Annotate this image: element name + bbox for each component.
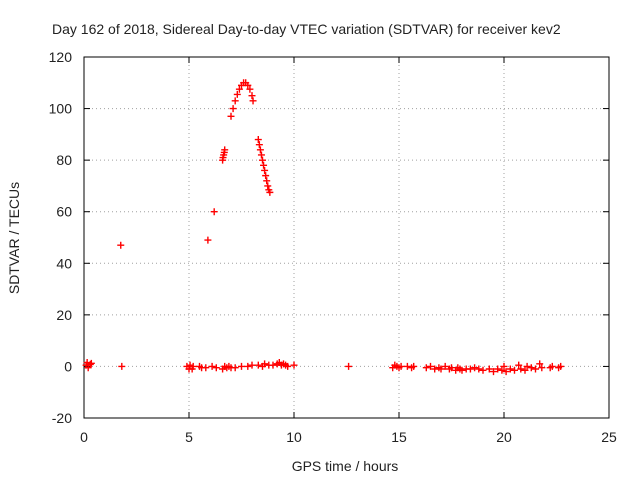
data-point [490, 368, 497, 376]
data-point [557, 362, 565, 370]
data-point [397, 362, 405, 370]
data-point [500, 362, 508, 370]
data-point [235, 85, 243, 93]
x-tick-label: 0 [80, 429, 88, 445]
data-point [345, 362, 353, 370]
data-point [233, 90, 241, 98]
data-point [437, 365, 445, 373]
data-point [248, 361, 256, 369]
y-axis-label: SDTVAR / TECUs [6, 182, 22, 294]
data-point [538, 364, 546, 372]
data-point [260, 161, 268, 169]
chart-title: Day 162 of 2018, Sidereal Day-to-day VTE… [52, 21, 561, 37]
data-point [259, 156, 266, 164]
data-point [548, 362, 556, 370]
data-point [257, 151, 265, 159]
x-tick-label: 20 [496, 429, 512, 445]
tick-labels: 0 5 10 15 20 25 -20 0 20 40 60 80 100 120 [49, 49, 617, 445]
x-tick-label: 10 [286, 429, 302, 445]
data-point [244, 81, 252, 89]
data-point [246, 85, 254, 93]
x-tick-label: 5 [185, 429, 193, 445]
data-point [431, 365, 439, 373]
data-point [238, 362, 245, 370]
data-point [458, 366, 466, 374]
data-point [86, 360, 94, 368]
data-point [502, 368, 510, 376]
data-point [284, 362, 292, 370]
y-tick-label: -20 [52, 410, 72, 426]
data-point [256, 146, 264, 154]
data-point [248, 92, 256, 100]
data-point [523, 362, 531, 370]
data-point [494, 365, 502, 373]
data-point [231, 97, 239, 105]
data-point [515, 361, 523, 369]
data-point [212, 364, 220, 372]
plot-frame [83, 56, 610, 419]
data-point [498, 366, 506, 374]
data-point [244, 362, 252, 370]
data-marks [82, 79, 565, 376]
data-point [427, 362, 434, 370]
data-point [221, 146, 229, 154]
data-point [506, 365, 514, 373]
y-tick-label: 100 [49, 101, 73, 117]
data-point [189, 362, 197, 370]
data-point [471, 364, 479, 372]
data-point [475, 365, 483, 373]
data-point [202, 364, 210, 372]
y-tick-label: 60 [56, 204, 72, 220]
data-point [249, 97, 257, 105]
data-point [87, 359, 95, 367]
data-point [441, 362, 449, 370]
x-tick-label: 15 [391, 429, 407, 445]
y-tick-label: 0 [64, 358, 72, 374]
data-point [536, 360, 544, 368]
data-point [269, 361, 277, 369]
axis-ticks [83, 56, 610, 419]
x-axis-label: GPS time / hours [292, 458, 399, 474]
data-point [410, 362, 418, 370]
data-point [517, 365, 525, 373]
data-point [403, 362, 411, 370]
data-point [262, 172, 270, 180]
data-point [261, 360, 269, 368]
data-point [210, 208, 218, 216]
data-point [527, 364, 535, 372]
data-point [448, 364, 455, 372]
data-point [485, 365, 493, 373]
data-point [254, 136, 262, 144]
y-tick-label: 120 [49, 49, 73, 65]
data-point [186, 361, 194, 369]
y-tick-label: 20 [56, 307, 72, 323]
x-tick-label: 25 [601, 429, 617, 445]
data-point [255, 141, 263, 149]
data-point [521, 366, 529, 374]
data-point [263, 177, 271, 185]
data-point [264, 182, 272, 190]
data-point [422, 364, 430, 372]
data-point [261, 166, 269, 174]
data-point [266, 188, 274, 196]
data-point [204, 236, 212, 244]
data-point [117, 241, 125, 249]
data-point [290, 361, 298, 369]
y-tick-label: 40 [56, 255, 72, 271]
y-tick-label: 80 [56, 152, 72, 168]
data-point [532, 365, 539, 373]
data-point [208, 362, 216, 370]
data-point [511, 366, 518, 374]
data-point [227, 112, 235, 120]
data-point [479, 366, 487, 374]
grid [84, 57, 609, 418]
data-point [231, 364, 239, 372]
data-point [118, 362, 126, 370]
data-point [466, 365, 474, 373]
data-point [229, 105, 237, 113]
data-point [254, 361, 262, 369]
